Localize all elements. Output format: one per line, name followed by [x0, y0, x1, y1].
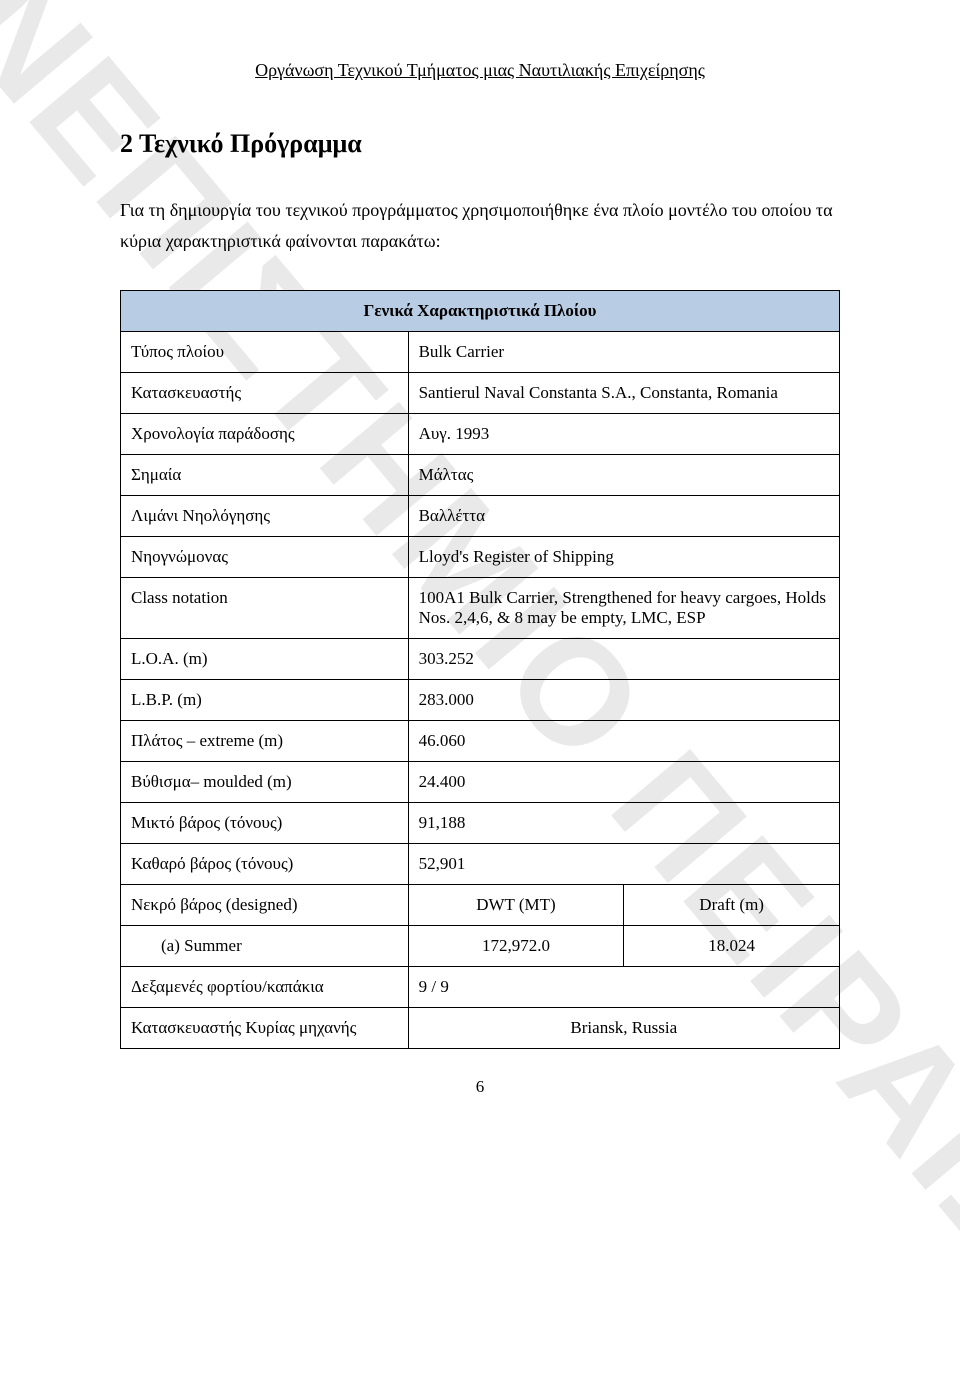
table-row: Μικτό βάρος (τόνους) 91,188 [121, 803, 840, 844]
table-row: Νηογνώμονας Lloyd's Register of Shipping [121, 537, 840, 578]
table-row: L.O.A. (m) 303.252 [121, 639, 840, 680]
row-value: Lloyd's Register of Shipping [408, 537, 839, 578]
row-value: Μάλτας [408, 455, 839, 496]
row-label: Σημαία [121, 455, 409, 496]
row-value: Αυγ. 1993 [408, 414, 839, 455]
row-label: Καθαρό βάρος (τόνους) [121, 844, 409, 885]
table-row: Λιμάνι Νηολόγησης Βαλλέττα [121, 496, 840, 537]
table-row: Βύθισμα– moulded (m) 24.400 [121, 762, 840, 803]
row-label: Λιμάνι Νηολόγησης [121, 496, 409, 537]
row-value: Briansk, Russia [408, 1008, 839, 1049]
table-header-cell: Γενικά Χαρακτηριστικά Πλοίου [121, 291, 840, 332]
row-label: Χρονολογία παράδοσης [121, 414, 409, 455]
row-value: 46.060 [408, 721, 839, 762]
row-value: Santierul Naval Constanta S.A., Constant… [408, 373, 839, 414]
row-label: Τύπος πλοίου [121, 332, 409, 373]
row-value: 52,901 [408, 844, 839, 885]
table-row: L.B.P. (m) 283.000 [121, 680, 840, 721]
row-value: Βαλλέττα [408, 496, 839, 537]
row-label: Μικτό βάρος (τόνους) [121, 803, 409, 844]
row-label: Κατασκευαστής [121, 373, 409, 414]
running-header: Οργάνωση Τεχνικού Τμήματος μιας Ναυτιλια… [120, 60, 840, 81]
row-value: Bulk Carrier [408, 332, 839, 373]
row-value: 91,188 [408, 803, 839, 844]
row-label: Βύθισμα– moulded (m) [121, 762, 409, 803]
page-body: Οργάνωση Τεχνικού Τμήματος μιας Ναυτιλια… [0, 0, 960, 1157]
section-title: 2 Τεχνικό Πρόγραμμα [120, 129, 840, 159]
table-row: Class notation 100A1 Bulk Carrier, Stren… [121, 578, 840, 639]
table-row: Κατασκευαστής Santierul Naval Constanta … [121, 373, 840, 414]
table-row: Χρονολογία παράδοσης Αυγ. 1993 [121, 414, 840, 455]
table-row: Τύπος πλοίου Bulk Carrier [121, 332, 840, 373]
row-value: 24.400 [408, 762, 839, 803]
page-number: 6 [120, 1077, 840, 1097]
row-label: (a) Summer [121, 926, 409, 967]
row-value: 303.252 [408, 639, 839, 680]
table-row: (a) Summer 172,972.0 18.024 [121, 926, 840, 967]
intro-paragraph: Για τη δημιουργία του τεχνικού προγράμμα… [120, 195, 840, 256]
row-label: Κατασκευαστής Κυρίας μηχανής [121, 1008, 409, 1049]
row-value: 9 / 9 [408, 967, 839, 1008]
row-value-draft: 18.024 [624, 926, 840, 967]
table-row: Δεξαμενές φορτίου/καπάκια 9 / 9 [121, 967, 840, 1008]
table-row: Νεκρό βάρος (designed) DWT (MT) Draft (m… [121, 885, 840, 926]
row-value-dwt: 172,972.0 [408, 926, 624, 967]
table-row: Πλάτος – extreme (m) 46.060 [121, 721, 840, 762]
table-row: Σημαία Μάλτας [121, 455, 840, 496]
row-label: Νεκρό βάρος (designed) [121, 885, 409, 926]
row-value-dwt: DWT (MT) [408, 885, 624, 926]
row-label: Class notation [121, 578, 409, 639]
row-label: Νηογνώμονας [121, 537, 409, 578]
row-label: Πλάτος – extreme (m) [121, 721, 409, 762]
row-label: L.B.P. (m) [121, 680, 409, 721]
table-row: Κατασκευαστής Κυρίας μηχανής Briansk, Ru… [121, 1008, 840, 1049]
table-header-row: Γενικά Χαρακτηριστικά Πλοίου [121, 291, 840, 332]
row-value: 100A1 Bulk Carrier, Strengthened for hea… [408, 578, 839, 639]
row-label: L.O.A. (m) [121, 639, 409, 680]
table-row: Καθαρό βάρος (τόνους) 52,901 [121, 844, 840, 885]
characteristics-table: Γενικά Χαρακτηριστικά Πλοίου Τύπος πλοίο… [120, 290, 840, 1049]
row-value: 283.000 [408, 680, 839, 721]
row-label: Δεξαμενές φορτίου/καπάκια [121, 967, 409, 1008]
row-value-draft: Draft (m) [624, 885, 840, 926]
